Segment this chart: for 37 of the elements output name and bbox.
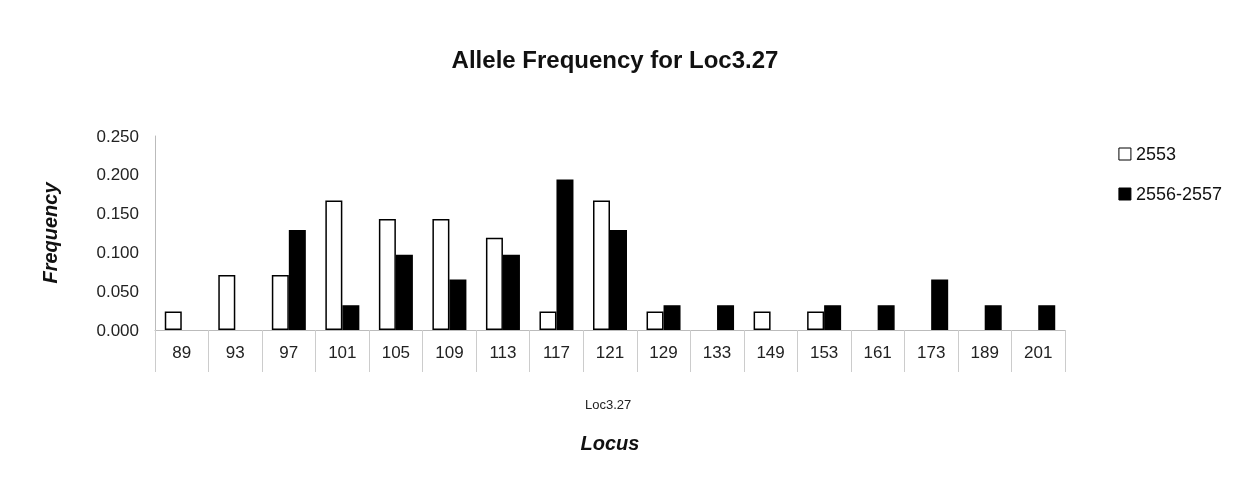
bar — [931, 279, 949, 330]
y-tick-label: 0.200 — [96, 165, 139, 185]
x-tick-label: 93 — [225, 343, 245, 362]
y-tick-label: 0.050 — [96, 281, 139, 301]
x-tick-label: 161 — [863, 343, 892, 362]
bar — [984, 305, 1002, 330]
bar — [753, 311, 771, 330]
x-tick-label: 89 — [172, 343, 192, 362]
x-tick-label: 189 — [970, 343, 999, 362]
x-tick-label: 117 — [542, 343, 571, 362]
y-axis-title: Frequency — [39, 181, 61, 284]
y-tick-label: 0.150 — [96, 204, 139, 224]
bar — [164, 311, 182, 330]
x-tick-label: 201 — [1024, 343, 1053, 362]
text: Loc3.27 — [585, 397, 632, 412]
x-tick-label: 129 — [649, 343, 678, 362]
x-tick-label: 101 — [328, 343, 357, 362]
chart-title: Allele Frequency for Loc3.27 — [451, 45, 779, 73]
x-axis-title: Locus — [580, 432, 640, 454]
y-tick-label: 0.100 — [96, 242, 139, 262]
legend-label: 2553 — [1135, 144, 1176, 164]
x-tick-label: 105 — [381, 343, 411, 362]
x-tick-label: 113 — [489, 343, 517, 362]
legend-label: 2556-2557 — [1135, 184, 1223, 204]
x-tick-label: 121 — [595, 343, 625, 362]
y-tick-label: 0.250 — [96, 126, 139, 146]
x-tick-label: 149 — [756, 343, 785, 362]
bar — [218, 274, 236, 330]
x-tick-label: 97 — [279, 343, 299, 362]
bar — [717, 305, 735, 330]
x-tick-label: 133 — [702, 343, 732, 362]
x-tick-label: 153 — [809, 343, 839, 362]
y-tick-label: 0.000 — [96, 320, 139, 340]
bar — [877, 305, 895, 330]
x-tick-label: 109 — [435, 343, 464, 362]
x-tick-label: 173 — [916, 343, 946, 362]
bar — [1038, 305, 1056, 330]
